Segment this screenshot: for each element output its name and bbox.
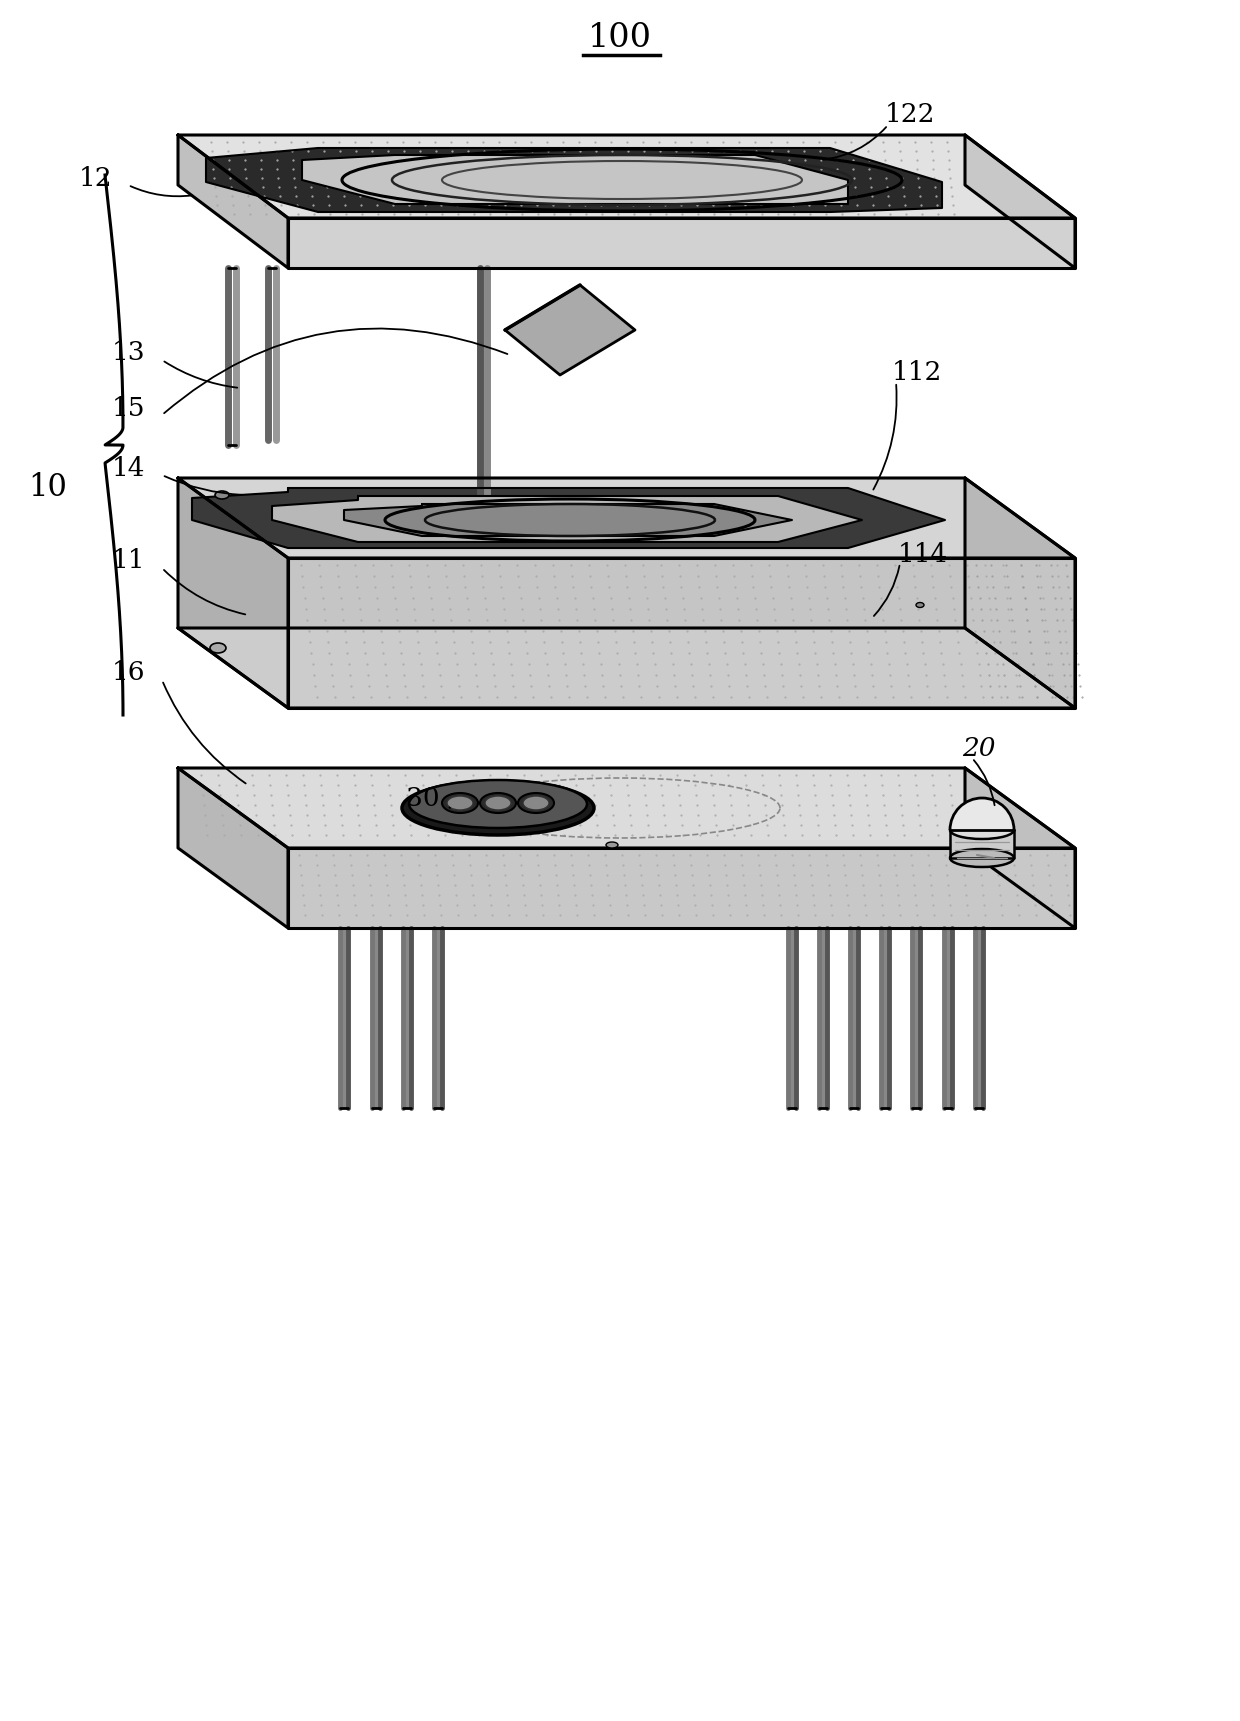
Polygon shape xyxy=(179,134,1075,219)
Polygon shape xyxy=(965,134,1075,268)
Polygon shape xyxy=(372,928,379,1108)
Polygon shape xyxy=(965,768,1075,928)
Ellipse shape xyxy=(210,644,226,652)
Text: 10: 10 xyxy=(29,473,67,504)
Ellipse shape xyxy=(446,797,472,811)
Polygon shape xyxy=(882,928,889,1108)
Text: 15: 15 xyxy=(112,396,145,420)
Text: 30: 30 xyxy=(407,785,440,811)
Polygon shape xyxy=(303,155,848,205)
Polygon shape xyxy=(965,478,1075,707)
Polygon shape xyxy=(288,219,1075,268)
Text: 122: 122 xyxy=(885,103,935,127)
Ellipse shape xyxy=(950,821,1014,840)
Polygon shape xyxy=(179,134,288,268)
Polygon shape xyxy=(403,928,410,1108)
Polygon shape xyxy=(272,496,862,542)
Ellipse shape xyxy=(485,797,511,811)
Text: 13: 13 xyxy=(112,339,145,365)
Ellipse shape xyxy=(523,797,549,811)
Text: 12: 12 xyxy=(78,165,112,191)
Polygon shape xyxy=(950,830,1014,859)
Text: 20: 20 xyxy=(962,735,996,761)
Ellipse shape xyxy=(950,848,1014,867)
Polygon shape xyxy=(179,478,288,707)
Polygon shape xyxy=(179,768,1075,848)
Wedge shape xyxy=(950,799,1014,830)
Ellipse shape xyxy=(480,793,516,812)
Polygon shape xyxy=(505,286,635,375)
Ellipse shape xyxy=(518,793,554,812)
Polygon shape xyxy=(179,628,1075,707)
Ellipse shape xyxy=(606,842,618,848)
Polygon shape xyxy=(975,928,983,1108)
Polygon shape xyxy=(192,489,945,547)
Polygon shape xyxy=(343,504,792,535)
Text: 112: 112 xyxy=(892,360,942,384)
Ellipse shape xyxy=(215,490,229,499)
Polygon shape xyxy=(787,928,796,1108)
Ellipse shape xyxy=(441,793,477,812)
Polygon shape xyxy=(944,928,951,1108)
Text: 16: 16 xyxy=(112,659,145,685)
Polygon shape xyxy=(913,928,920,1108)
Ellipse shape xyxy=(916,602,924,608)
Polygon shape xyxy=(179,478,1075,558)
Polygon shape xyxy=(818,928,827,1108)
Polygon shape xyxy=(288,558,1075,707)
Polygon shape xyxy=(434,928,441,1108)
Polygon shape xyxy=(206,148,942,212)
Ellipse shape xyxy=(402,781,594,835)
Polygon shape xyxy=(849,928,858,1108)
Text: 14: 14 xyxy=(112,456,145,480)
Text: 114: 114 xyxy=(898,542,949,568)
Polygon shape xyxy=(341,928,348,1108)
Polygon shape xyxy=(288,848,1075,928)
Text: 100: 100 xyxy=(588,22,652,53)
Polygon shape xyxy=(179,768,288,928)
Text: 11: 11 xyxy=(112,547,145,573)
Ellipse shape xyxy=(409,780,587,828)
